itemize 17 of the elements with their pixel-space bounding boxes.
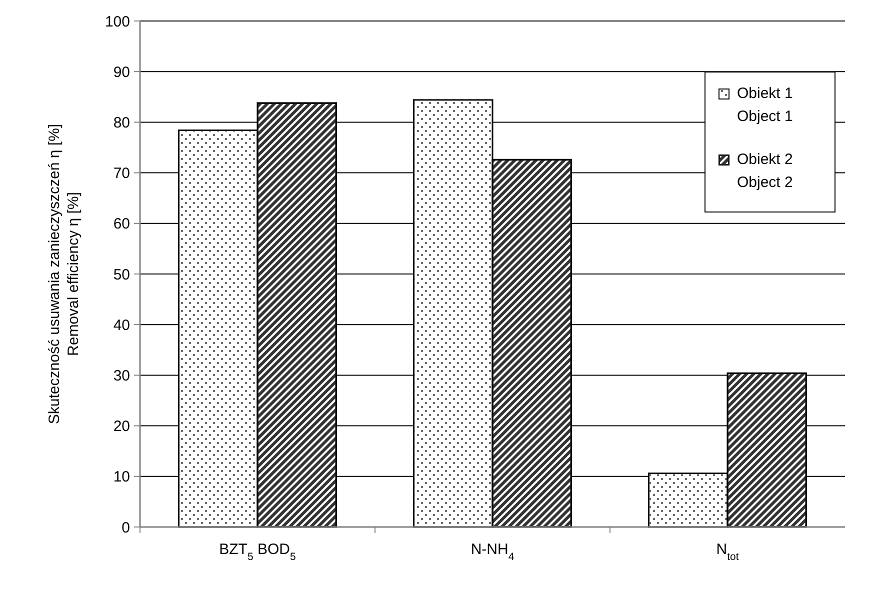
y-tick-label: 50 [113, 266, 130, 284]
y-tick-label: 30 [113, 367, 130, 384]
y-tick-label: 40 [113, 316, 130, 334]
legend-label: Obiekt 1 Object 1 [737, 85, 793, 125]
y-tick-label: 20 [113, 418, 130, 436]
y-axis-title: Skuteczność usuwania zanieczyszczeń η [%] Removal efficiency η [%] [46, 124, 82, 424]
y-tick-label: 90 [113, 64, 130, 81]
y-tick-label: 80 [113, 114, 130, 132]
y-tick-label: 70 [113, 165, 130, 182]
y-tick-label: 60 [113, 216, 130, 233]
y-tick-label: 0 [122, 519, 130, 536]
x-tick-label: N-NH$_{4}$ [470, 541, 514, 563]
y-tick-label: 100 [104, 13, 130, 30]
x-tick-label: N$_{tot}$ [716, 541, 739, 563]
y-tick-label: 10 [113, 468, 130, 486]
legend-label: Obiekt 2 Object 2 [737, 151, 793, 191]
x-tick-label: BZT$_{5}$ BOD$_{5}$ [219, 541, 296, 563]
